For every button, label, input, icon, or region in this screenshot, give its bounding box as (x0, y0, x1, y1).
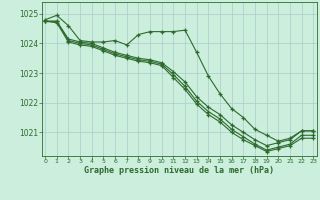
X-axis label: Graphe pression niveau de la mer (hPa): Graphe pression niveau de la mer (hPa) (84, 166, 274, 175)
